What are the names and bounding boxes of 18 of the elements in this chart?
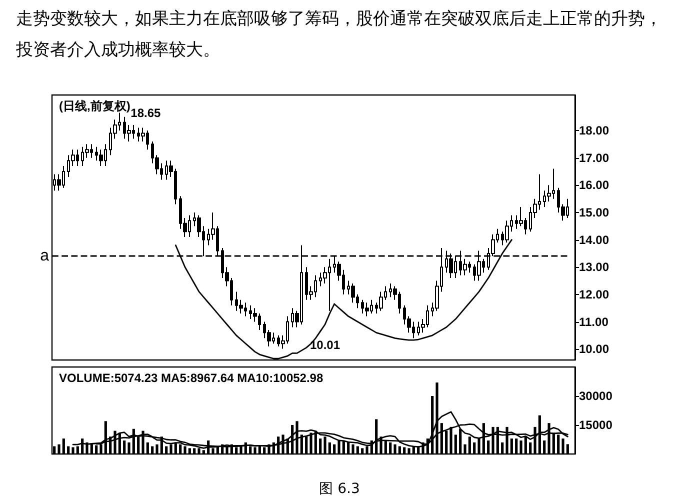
ref-line-label: a: [40, 248, 50, 265]
caption: 图 6.3: [318, 480, 361, 498]
y-tick-label: 14.00: [579, 232, 610, 247]
y-tick-label: 12.00: [579, 287, 610, 302]
y-tick-label: 15.00: [579, 205, 610, 220]
chart-title: (日线,前复权): [59, 99, 130, 113]
y-tick-label: 13.00: [579, 260, 610, 274]
y-tick-label: 30000: [579, 389, 613, 403]
y-tick-label: 11.00: [579, 314, 609, 329]
y-tick-label: 17.00: [579, 150, 610, 165]
annotation: 18.65: [130, 106, 162, 120]
y-tick-label: 10.00: [579, 342, 610, 356]
annotation: 10.01: [310, 338, 340, 352]
y-tick-label: 16.00: [579, 178, 610, 192]
y-tick-label: 15000: [579, 418, 613, 432]
y-tick-label: 18.00: [579, 124, 610, 138]
text: 走势变数较大，如果主力在底部吸够了筹码，股价通常在突破双底后走上正常的升势，投资者介入成功概率较大。: [16, 8, 663, 62]
chart-title: VOLUME:5074.23 MA5:8967.64 MA10:10052.98: [59, 371, 324, 385]
